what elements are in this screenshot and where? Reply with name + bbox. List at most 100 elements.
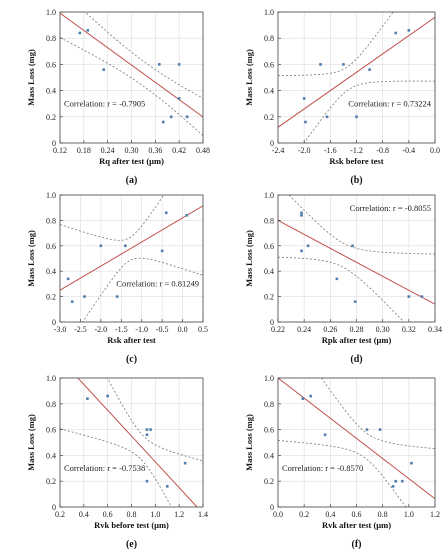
y-tick-label: 1.0 — [264, 8, 274, 17]
y-tick-label: 0.2 — [46, 477, 56, 486]
plot-frame — [59, 194, 204, 323]
y-tick-label: 0 — [270, 318, 274, 327]
y-tick-label: 0.6 — [264, 242, 274, 251]
y-tick-label: 0.4 — [46, 267, 56, 276]
data-point — [149, 428, 152, 431]
data-point — [145, 433, 149, 437]
ci-upper-curve — [288, 195, 435, 255]
panel-f: 0.0 0.2 0.4 0.6 0.8 1.0 1.2 0 0.2 0.4 0.6 0.8 1.0 Rvk… — [244, 374, 440, 550]
y-tick-label: 0.8 — [46, 216, 56, 225]
y-tick-label: 1.0 — [264, 374, 274, 383]
data-point — [99, 244, 103, 248]
y-tick-label: 0.8 — [264, 216, 274, 225]
ci-upper-curve — [84, 12, 203, 99]
data-point — [70, 300, 74, 303]
x-tick-label: 0.48 — [196, 146, 210, 155]
x-tick-label: -1.5 — [115, 325, 128, 334]
x-tick-label: 0.30 — [376, 325, 390, 334]
data-point — [185, 115, 189, 119]
y-axis-label: Mass Loss (mg) — [244, 230, 254, 287]
y-axis-label: Mass Loss (mg) — [244, 414, 254, 471]
correlation-annotation: Correlation: r = 0.73224 — [348, 98, 431, 108]
x-tick-label: 0.6 — [352, 510, 362, 519]
data-point — [353, 300, 357, 303]
data-point — [342, 63, 345, 66]
data-point — [335, 277, 339, 281]
x-tick-label: -1.6 — [324, 146, 337, 155]
x-tick-label: -2.0 — [95, 325, 108, 334]
x-tick-label: 1.0 — [404, 510, 414, 519]
y-tick-label: 0.6 — [46, 242, 56, 251]
x-tick-label: 0.34 — [428, 325, 442, 334]
y-tick-label: 0.8 — [46, 400, 56, 409]
data-point — [102, 68, 105, 71]
data-point — [86, 29, 90, 32]
data-point — [323, 433, 327, 437]
data-point — [420, 295, 424, 298]
data-point — [319, 63, 322, 66]
x-tick-label: 0.8 — [127, 510, 137, 519]
panel-d: 0.22 0.24 0.26 0.28 0.30 0.32 0.34 0 0.2 0.4 0.6 0.… — [244, 191, 442, 365]
x-tick-label: 0.24 — [297, 325, 311, 334]
data-point — [185, 214, 188, 217]
data-point — [306, 244, 310, 248]
data-point — [394, 479, 398, 483]
data-point — [309, 394, 313, 398]
plot-area — [278, 378, 435, 507]
data-point — [106, 394, 109, 398]
regression-line — [60, 205, 203, 291]
data-point — [355, 115, 358, 119]
panel-label: (b) — [350, 175, 362, 186]
regression-line — [77, 378, 198, 507]
x-tick-label: -0.4 — [402, 146, 415, 155]
data-point — [304, 120, 307, 124]
x-tick-label: 0.24 — [101, 146, 115, 155]
data-point — [158, 63, 161, 66]
x-tick-label: 0.22 — [271, 325, 285, 334]
data-point — [177, 97, 181, 100]
data-point — [164, 211, 168, 215]
ci-upper-curve — [106, 378, 203, 462]
x-tick-label: -1.0 — [135, 325, 148, 334]
x-axis-label: Rsk before test — [329, 156, 383, 166]
x-tick-label: 0.6 — [103, 510, 113, 519]
x-tick-label: 0.42 — [172, 146, 186, 155]
data-point — [407, 29, 411, 32]
x-tick-label: 0.2 — [299, 510, 309, 519]
data-point — [177, 63, 181, 66]
data-point — [115, 295, 119, 298]
panel-label: (f) — [352, 539, 362, 550]
x-axis-label: Rvk before test (μm) — [94, 520, 169, 530]
plot-area — [278, 195, 435, 322]
x-tick-label: -0.5 — [156, 325, 169, 334]
x-tick-label: -2.5 — [74, 325, 87, 334]
data-point — [165, 485, 169, 488]
data-point — [391, 485, 395, 488]
y-tick-label: 0.2 — [46, 113, 56, 122]
regression-line — [278, 378, 435, 500]
data-point — [394, 31, 398, 35]
y-axis-label: Mass Loss (mg) — [26, 49, 36, 106]
ci-lower-curve — [60, 428, 172, 507]
data-point — [145, 428, 149, 431]
correlation-annotation: Correlation: r = -0.7538 — [64, 463, 145, 473]
x-tick-label: 0.28 — [350, 325, 364, 334]
y-tick-label: 1.0 — [46, 191, 56, 200]
data-point — [378, 428, 382, 431]
data-point — [300, 249, 303, 253]
y-axis-label: Mass Loss (mg) — [26, 414, 36, 471]
y-axis-label: Mass Loss (mg) — [244, 49, 254, 106]
regression-line — [278, 16, 435, 128]
y-tick-label: 0 — [52, 318, 56, 327]
data-point — [124, 244, 127, 248]
y-tick-label: 0.8 — [264, 400, 274, 409]
y-tick-label: 0 — [52, 139, 56, 148]
panel-a: 0.12 0.18 0.24 0.30 0.36 0.42 0.48 0 0.2 0.4 0.6 0.… — [26, 8, 210, 186]
y-axis-label: Mass Loss (mg) — [26, 230, 36, 287]
plot-area — [60, 12, 203, 136]
correlation-annotation: Correlation: r = -0.8055 — [350, 203, 431, 213]
y-tick-label: 0.6 — [46, 426, 56, 435]
data-point — [300, 211, 303, 215]
x-tick-label: -2.4 — [272, 146, 285, 155]
